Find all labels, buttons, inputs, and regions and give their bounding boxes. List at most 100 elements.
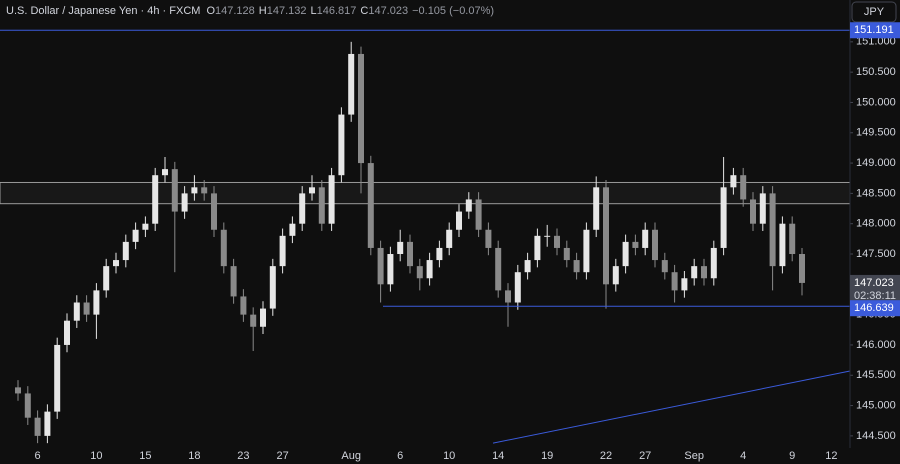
last-price-box <box>850 274 900 303</box>
candle-body <box>250 314 257 327</box>
candle-body <box>73 302 80 321</box>
candle-body <box>750 199 756 224</box>
candle-body <box>701 266 707 279</box>
x-tick-label: 4 <box>740 450 746 462</box>
y-tick-label: 150.000 <box>856 96 896 108</box>
candle-body <box>279 235 286 267</box>
candle-body <box>446 229 453 248</box>
ohlc-value: 147.023 <box>368 5 408 17</box>
y-tick-label: 148.000 <box>856 218 896 230</box>
candle-body <box>260 308 266 327</box>
candle-body <box>799 254 805 283</box>
candle-body <box>64 320 70 345</box>
candle-body <box>152 175 159 224</box>
ohlc-key: H <box>259 5 267 17</box>
candle-body <box>661 260 668 273</box>
candle-body <box>348 53 355 115</box>
y-tick-label: 146.000 <box>856 339 896 351</box>
candle-body <box>338 114 345 176</box>
candle-body <box>318 187 325 224</box>
candle-body <box>377 247 384 285</box>
candle-body <box>671 272 678 291</box>
candle-body <box>122 241 129 261</box>
currency-button[interactable] <box>851 1 897 23</box>
x-tick-label: 27 <box>276 450 288 462</box>
candle-body <box>465 199 472 212</box>
x-tick-label: 10 <box>443 450 455 462</box>
resistance-price-box <box>850 22 900 39</box>
y-tick-label: 147.500 <box>856 248 896 260</box>
candle-body <box>642 229 649 248</box>
candle-body <box>171 169 178 212</box>
candle-body <box>612 266 619 285</box>
candle-body <box>554 235 560 248</box>
x-tick-label: Sep <box>684 450 704 462</box>
candle-body <box>485 229 492 248</box>
x-tick-label: 9 <box>789 450 795 462</box>
y-tick-label: 144.500 <box>856 430 896 442</box>
change: −0.105 (−0.07%) <box>412 5 494 17</box>
candle-body <box>691 266 698 279</box>
candle-body <box>495 247 502 291</box>
support-price-box <box>850 300 900 317</box>
candle-body <box>681 278 688 291</box>
candle-body <box>367 163 374 248</box>
candle-body <box>573 260 580 273</box>
candle-body <box>779 223 786 267</box>
candle-body <box>534 235 541 261</box>
candle-body <box>220 229 227 267</box>
candle-body <box>583 229 590 273</box>
candle-body <box>24 393 31 418</box>
candle-body <box>622 241 629 267</box>
y-tick-label: 150.500 <box>856 66 896 78</box>
y-tick-label: 145.500 <box>856 369 896 381</box>
candle-body <box>93 290 100 315</box>
x-tick-label: Aug <box>341 450 361 462</box>
candle-body <box>730 175 737 188</box>
candle-body <box>544 235 551 237</box>
candle-body <box>387 254 394 285</box>
candle-body <box>397 241 404 255</box>
ohlc-value: 147.132 <box>267 5 307 17</box>
ohlc-key: C <box>360 5 368 17</box>
candle-body <box>328 175 335 224</box>
ohlc-value: 147.128 <box>215 5 255 17</box>
ohlc-value: 146.817 <box>317 5 357 17</box>
candle-body <box>15 387 21 394</box>
y-tick-label: 149.000 <box>856 157 896 169</box>
candle-body <box>505 290 511 303</box>
candle-body <box>269 266 276 309</box>
candle-body <box>514 272 521 303</box>
x-tick-label: 10 <box>90 450 102 462</box>
currency-label[interactable]: JPY <box>864 6 885 18</box>
candle-body <box>132 229 139 242</box>
candle-body <box>593 187 600 230</box>
candle-body <box>181 193 188 212</box>
candle-body <box>740 175 747 200</box>
candle-body <box>524 260 531 273</box>
candle-body <box>142 223 149 230</box>
candle-body <box>201 187 208 194</box>
candle-body <box>34 417 41 436</box>
x-tick-label: 6 <box>397 450 403 462</box>
candle-body <box>436 247 443 261</box>
candle-body <box>603 187 609 285</box>
candle-body <box>44 411 51 436</box>
candle-body <box>652 229 658 261</box>
candle-body <box>299 193 306 224</box>
resistance-price: 151.191 <box>854 24 894 36</box>
candle-body <box>720 187 727 248</box>
x-tick-label: 23 <box>237 450 249 462</box>
candle-body <box>769 193 776 267</box>
candle-body <box>632 241 639 248</box>
x-tick-label: 19 <box>541 450 553 462</box>
candle-body <box>475 199 482 230</box>
candle-body <box>789 223 796 255</box>
x-tick-label: 22 <box>600 450 612 462</box>
candle-body <box>563 247 570 261</box>
candle-body <box>83 302 90 315</box>
candle-body <box>211 193 217 230</box>
candle-body <box>230 266 237 297</box>
